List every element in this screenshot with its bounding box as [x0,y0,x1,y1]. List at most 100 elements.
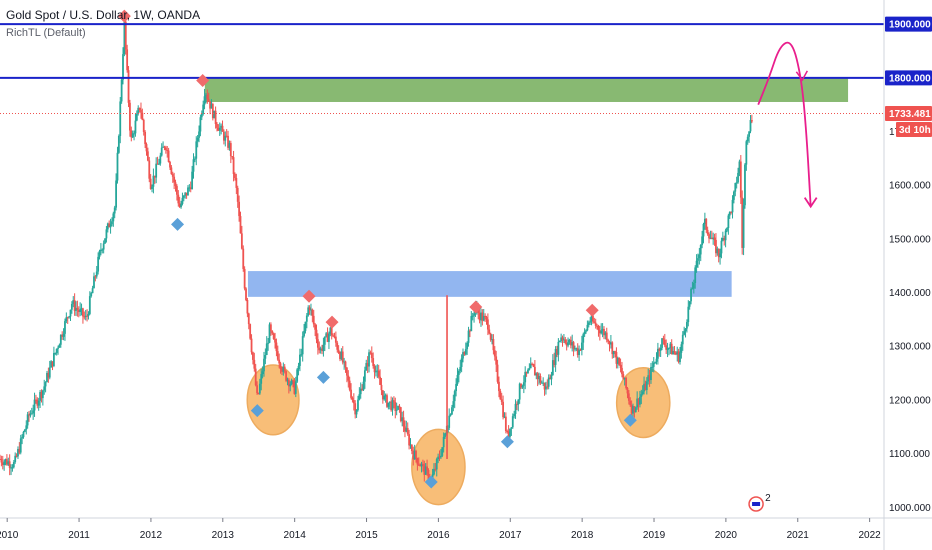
candle-body [377,370,380,377]
y-tick-label: 1400.000 [889,288,931,299]
candle-body [113,207,116,214]
candle-body [404,426,406,432]
candle-body [398,405,401,408]
candle-body [344,361,347,368]
candle-body [352,400,355,404]
candle-body [282,366,285,372]
candle-body [621,367,623,375]
candle-body [134,120,137,134]
candle-body [549,377,551,380]
candle-body [243,268,246,289]
candle-body [296,369,299,382]
candle-body [265,343,268,356]
candle-body [710,237,713,240]
candle-body [536,373,539,380]
x-tick-label: 2012 [140,530,163,541]
candle-body [676,351,679,355]
candle-body [340,351,343,360]
candle-body [455,383,457,392]
candle-body [82,308,84,317]
candle-body [614,351,616,353]
candle-body [50,361,53,368]
candle-body [746,136,749,142]
event-badge-count: 2 [765,493,771,504]
candle-body [146,151,149,161]
candle-body [372,358,375,367]
candle-body [749,120,752,132]
candle-body [362,381,365,391]
candle-body [697,258,699,261]
candle-body [502,401,504,418]
candle-body [486,319,489,330]
candle-body [1,462,4,465]
candle-body [22,431,25,438]
candle-body [527,369,529,374]
x-tick-label: 2015 [355,530,378,541]
candle-body [560,337,563,341]
candle-body [701,236,704,245]
candle-body [731,199,734,213]
candle-body [587,322,590,325]
candle-body [245,288,247,300]
candle-body [513,413,516,417]
candle-body [3,461,6,465]
candle-body [115,180,117,208]
candle-body [574,348,576,350]
candle-body [133,133,135,135]
candle-body [417,464,420,466]
candle-body [540,382,543,384]
candle-body [419,464,422,467]
candle-body [18,449,21,453]
candle-body [348,380,351,390]
candle-body [734,183,737,192]
candle-body [336,342,339,350]
candle-body [554,349,557,365]
candle-body [695,260,698,268]
candle-body [433,468,435,475]
candle-body [58,344,61,348]
candle-body [108,223,111,228]
candle-body [46,372,48,383]
candle-body [703,218,706,224]
candle-body [105,229,108,239]
swing-low-marker [316,370,330,384]
candle-body [41,390,44,399]
candle-body [550,375,553,380]
candle-body [724,230,727,241]
candle-body [182,195,185,198]
candle-body [658,348,661,351]
candle-body [305,315,308,322]
candle-body [416,458,419,465]
candle-body [73,300,76,311]
candle-body [343,361,346,363]
candle-body [112,213,115,222]
candle-body [673,351,676,353]
candle-body [435,459,438,470]
countdown-tag: 3d 10h [896,122,932,138]
candle-body [668,348,670,350]
candle-body [330,327,333,336]
candle-body [153,175,156,178]
candle-body [333,336,336,338]
candle-body [325,333,328,337]
x-tick-label: 2013 [212,530,235,541]
candle-body [210,104,213,109]
candle-body [576,348,579,355]
candle-body [361,388,364,391]
candle-body [645,381,648,391]
price-tag-1800-text: 1800.000 [889,73,931,84]
candle-body [310,309,312,311]
candle-body [234,173,236,178]
price-tag-1800: 1800.000 [885,70,932,86]
x-tick-label: 2018 [571,530,594,541]
candle-body [181,197,184,204]
candle-body [538,376,540,380]
candle-body [221,125,224,132]
candle-body [434,468,437,470]
candle-body [482,315,485,321]
candle-body [745,141,748,165]
candle-body [380,384,383,391]
candle-body [665,345,668,350]
candle-body [730,211,733,213]
